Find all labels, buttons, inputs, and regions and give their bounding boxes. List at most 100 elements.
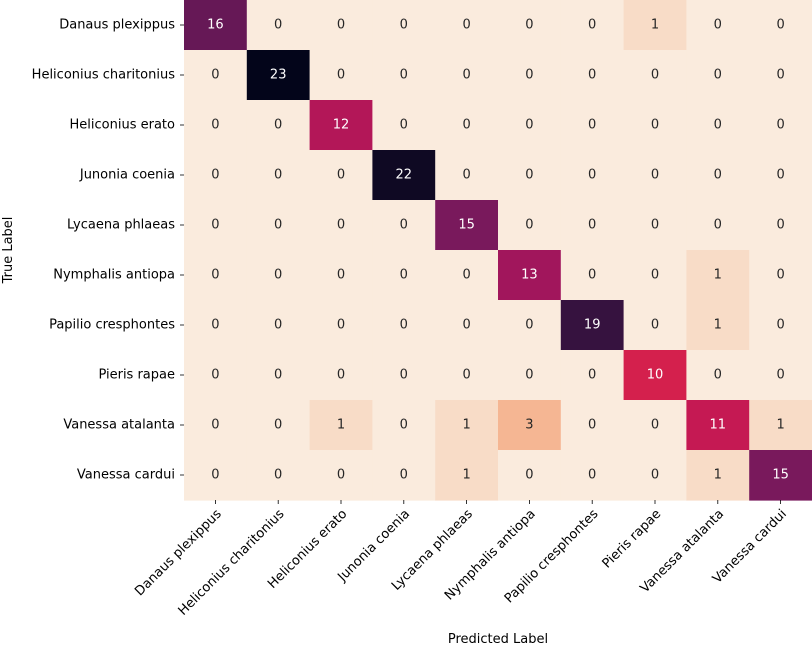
cell-value-label: 0 [525,368,533,383]
heatmap-cell [560,200,625,251]
heatmap-cell [435,450,499,501]
cell-value-label: 0 [400,268,408,283]
cell-value-label: 0 [776,368,784,383]
heatmap-cell [498,450,562,501]
cell-value-label: 0 [525,168,533,183]
heatmap-cell [372,400,436,451]
heatmap-cell [246,350,311,401]
heatmap-cell [246,300,311,351]
cell-value-label: 0 [651,318,659,333]
heatmap-cell [560,400,625,451]
heatmap-cell [246,250,311,301]
heatmap-cell [184,350,248,401]
cell-value-label: 0 [651,468,659,483]
cell-value-label: 10 [647,368,664,383]
heatmap-cell [623,350,687,401]
heatmap-cell [686,450,750,501]
cell-value-label: 0 [211,368,219,383]
heatmap-cell [623,150,687,201]
heatmap-cell [560,250,625,301]
heatmap-cell [309,350,373,401]
cell-value-label: 0 [400,418,408,433]
y-tick-label: Heliconius charitonius [32,68,176,83]
heatmap-cell [372,50,436,101]
heatmap-cell [309,300,373,351]
cell-value-label: 0 [274,18,282,33]
cell-value-label: 0 [714,218,722,233]
heatmap-cell [498,300,562,351]
y-tick-label: Papilio cresphontes [49,318,175,333]
cell-value-label: 0 [588,118,596,133]
x-axis-title: Predicted Label [448,632,548,647]
heatmap-cell [623,0,687,51]
cell-value-label: 0 [588,468,596,483]
cell-value-label: 0 [525,468,533,483]
cell-value-label: 0 [400,318,408,333]
heatmap-cell [498,350,562,401]
heatmap-cell [246,400,311,451]
heatmap-cell [560,50,625,101]
heatmap-cell [372,150,436,201]
cell-value-label: 0 [274,318,282,333]
heatmap-cell [435,350,499,401]
cell-value-label: 0 [588,368,596,383]
heatmap-cell [372,200,436,251]
heatmap-cell [184,450,248,501]
heatmap-cell [435,300,499,351]
heatmap-cell [435,50,499,101]
cell-value-label: 1 [337,418,345,433]
y-tick-label: Vanessa atalanta [63,418,175,433]
cell-value-label: 0 [400,468,408,483]
heatmap-cell [498,0,562,51]
cell-value-label: 0 [337,318,345,333]
cell-value-label: 15 [458,218,475,233]
heatmap-cell [749,350,812,401]
y-tick-label: Nymphalis antiopa [53,268,175,283]
heatmap-cell [309,50,373,101]
heatmap-cell [749,200,812,251]
cell-value-label: 0 [274,468,282,483]
cell-value-label: 0 [525,118,533,133]
y-tick-label: Junonia coenia [79,168,175,183]
cell-value-label: 0 [274,368,282,383]
heatmap-cell [686,300,750,351]
cell-value-label: 23 [270,68,287,83]
heatmap-cell [309,100,373,151]
heatmap-cell [435,250,499,301]
heatmap-cell [623,300,687,351]
cell-value-label: 0 [462,268,470,283]
cell-value-label: 0 [651,418,659,433]
heatmap-cell [309,400,373,451]
cell-value-labels: 16 0 0 0 0 0 0 1 0 00 23 0 0 0 0 0 0 0 00 0 12 0 0 0 0 0 0 00 0 0 22 0 0… [207,18,789,483]
cell-value-label: 0 [776,318,784,333]
heatmap-cell [309,450,373,501]
cell-value-label: 0 [274,218,282,233]
heatmap-cell [623,450,687,501]
cell-value-label: 0 [588,418,596,433]
cell-value-label: 0 [776,68,784,83]
cell-value-label: 0 [651,218,659,233]
heatmap-cell [184,50,248,101]
heatmap-cell [686,150,750,201]
heatmap-cell [184,300,248,351]
heatmap-cell [498,250,562,301]
cell-value-label: 1 [776,418,784,433]
cell-value-label: 0 [211,418,219,433]
cell-value-label: 11 [710,418,727,433]
heatmap-cell [246,150,311,201]
cell-value-label: 0 [588,168,596,183]
cell-value-label: 0 [400,118,408,133]
cell-value-label: 0 [274,168,282,183]
heatmap-cell [184,250,248,301]
cell-value-label: 0 [211,118,219,133]
heatmap-cell [560,450,625,501]
heatmap-cell [246,100,311,151]
heatmap-cell [372,0,436,51]
heatmap-cell [749,150,812,201]
heatmap-cell [372,350,436,401]
heatmap-cell [749,300,812,351]
heatmap-cell [498,100,562,151]
heatmap-cell [686,400,750,451]
cell-value-label: 0 [274,118,282,133]
cell-value-label: 1 [714,468,722,483]
